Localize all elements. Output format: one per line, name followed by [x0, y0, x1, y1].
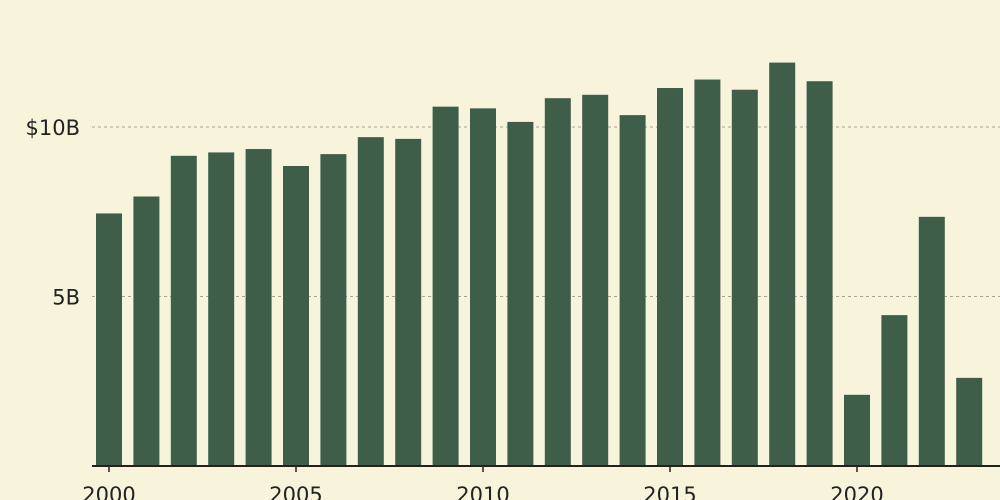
bar-2023 [956, 377, 983, 466]
bar-2017 [731, 89, 758, 467]
bar-2008 [395, 138, 422, 467]
x-axis-tick-labels: 2000 2005 2010 2015 2020 [82, 483, 883, 500]
bar-2001 [133, 196, 160, 466]
y-axis-tick-labels: 5B $10B [26, 116, 81, 310]
x-tick-label: 2015 [643, 483, 696, 500]
bar-2002 [170, 155, 197, 466]
bar-2022 [918, 216, 945, 466]
bar-2016 [694, 79, 721, 466]
bar-2014 [619, 115, 646, 466]
x-tick-label: 2020 [830, 483, 883, 500]
bar-2010 [470, 108, 496, 466]
y-tick-label: 5B [52, 286, 80, 310]
bar-2005 [283, 165, 309, 467]
x-tick-label: 2005 [269, 483, 322, 500]
y-tick-label: $10B [26, 116, 81, 140]
bar-2000 [96, 213, 122, 466]
bar-2015 [657, 88, 683, 466]
bar-2007 [357, 137, 384, 467]
bar-2006 [320, 154, 347, 466]
bar-2009 [432, 106, 459, 466]
bar-2019 [806, 81, 833, 467]
x-axis [92, 465, 1000, 472]
bar-2013 [582, 94, 609, 467]
bars [96, 62, 983, 467]
bar-2011 [507, 121, 534, 466]
bar-2021 [881, 315, 908, 466]
bar-2020 [844, 394, 870, 466]
bar-2018 [769, 62, 796, 467]
bar-2003 [208, 152, 235, 467]
x-tick-label: 2010 [456, 483, 509, 500]
x-tick-label: 2000 [82, 483, 135, 500]
bar-2004 [245, 149, 272, 466]
bar-2012 [544, 98, 571, 466]
gridlines [92, 126, 1000, 297]
